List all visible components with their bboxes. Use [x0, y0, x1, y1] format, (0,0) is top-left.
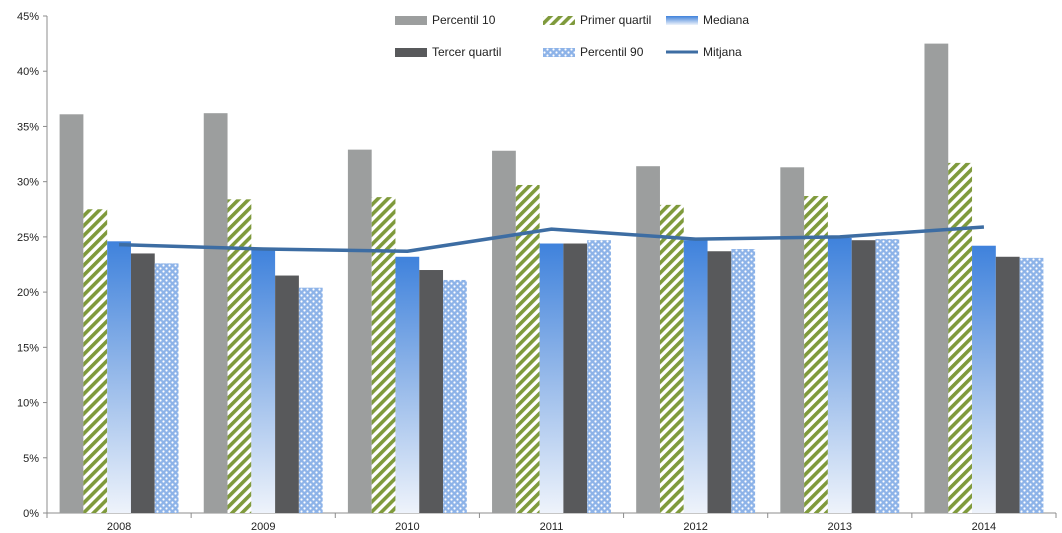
legend-swatch — [543, 16, 575, 25]
x-tick-label: 2009 — [251, 521, 275, 533]
bar-primer-quartil — [948, 162, 973, 513]
x-tick-label: 2012 — [683, 521, 707, 533]
legend-label: Mediana — [703, 13, 749, 27]
y-tick-label: 45% — [17, 11, 39, 23]
bar-mediana — [683, 240, 708, 514]
legend-label: Mitjana — [703, 45, 742, 59]
bar-mediana — [972, 245, 996, 514]
bar-percentil-10 — [780, 167, 805, 513]
y-tick-label: 20% — [17, 287, 39, 299]
bar-percentil-90 — [443, 279, 467, 513]
bar-primer-quartil — [515, 184, 540, 514]
x-tick-label: 2011 — [540, 521, 564, 533]
bar-percentil-10 — [59, 114, 84, 513]
bar-tercer-quartil — [130, 253, 155, 513]
y-axis: 0% 5% 10% 15% 20% 25% 30% 35% 40% 45% — [17, 11, 48, 520]
bar-primer-quartil — [804, 196, 828, 513]
bar-primer-quartil — [227, 199, 252, 514]
bar-tercer-quartil — [563, 243, 588, 513]
line-mitjana — [119, 225, 985, 253]
bar-percentil-90 — [731, 249, 756, 513]
bar-percentil-90 — [298, 287, 323, 513]
bar-percentil-10 — [636, 166, 660, 513]
bar-percentil-10 — [924, 43, 949, 513]
bar-mediana — [395, 256, 420, 513]
legend-swatch — [543, 48, 575, 57]
y-tick-label: 25% — [17, 232, 39, 244]
legend-label: Percentil 90 — [580, 45, 644, 59]
legend-swatch — [395, 48, 427, 57]
y-tick-label: 35% — [17, 121, 39, 133]
legend-swatch — [666, 16, 698, 25]
legend-label: Percentil 10 — [432, 13, 496, 27]
y-tick-label: 5% — [23, 453, 39, 465]
bar-tercer-quartil — [275, 275, 299, 513]
bar-mediana — [539, 243, 564, 513]
bar-tercer-quartil — [995, 256, 1020, 513]
bar-percentil-90 — [1019, 257, 1044, 513]
bar-percentil-10 — [492, 150, 516, 513]
bar-mediana — [251, 249, 276, 513]
bar-tercer-quartil — [419, 270, 444, 513]
y-tick-label: 40% — [17, 66, 39, 78]
bar-tercer-quartil — [851, 240, 876, 514]
y-tick-label: 10% — [17, 398, 39, 410]
bar-mediana — [107, 241, 131, 513]
legend-label: Tercer quartil — [432, 45, 501, 59]
bar-primer-quartil — [83, 209, 108, 513]
bar-percentil-90 — [875, 239, 900, 513]
x-axis: 2008 2009 2010 2011 2012 2013 2014 — [46, 512, 1057, 533]
bars — [59, 43, 1044, 514]
bar-primer-quartil — [659, 204, 684, 514]
bar-percentil-90 — [587, 240, 611, 514]
bar-tercer-quartil — [707, 251, 732, 513]
y-tick-label: 30% — [17, 177, 39, 189]
bar-primer-quartil — [371, 197, 396, 513]
x-tick-label: 2008 — [107, 521, 131, 533]
x-tick-label: 2014 — [972, 521, 996, 533]
legend-swatch — [395, 16, 427, 25]
y-tick-label: 0% — [23, 508, 39, 520]
x-tick-label: 2013 — [828, 521, 852, 533]
x-tick-label: 2010 — [395, 521, 419, 533]
bar-percentil-90 — [154, 263, 179, 513]
bar-percentil-10 — [203, 113, 228, 514]
bar-percentil-10 — [347, 149, 372, 514]
legend-label: Primer quartil — [580, 13, 651, 27]
y-tick-label: 15% — [17, 342, 39, 354]
mean-line-layer — [119, 225, 985, 253]
legend: Percentil 10 Primer quartil Mediana Tercer … — [395, 13, 749, 59]
bar-mediana — [827, 237, 852, 513]
